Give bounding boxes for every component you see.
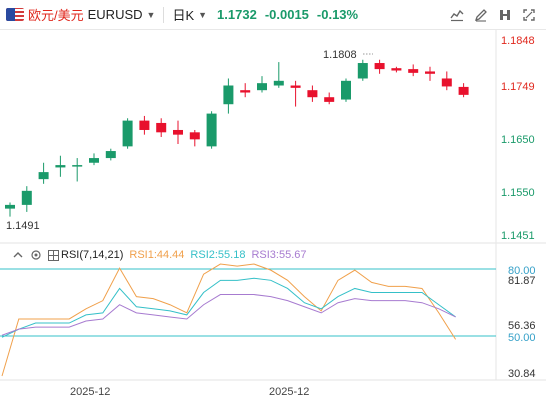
candle-body[interactable]	[189, 132, 200, 140]
candle-body[interactable]	[257, 83, 267, 91]
candle-body[interactable]	[55, 165, 66, 168]
eu-us-flag-icon	[6, 8, 24, 21]
rsi1-value: RSI1:44.44	[129, 249, 185, 261]
candle-body[interactable]	[21, 190, 32, 205]
candle-body[interactable]	[374, 63, 385, 70]
price-change: -0.0015	[264, 7, 309, 22]
rsi2-value: RSI2:55.18	[190, 249, 246, 261]
indicator-grid-icon[interactable]	[48, 249, 59, 261]
pair-chinese-name[interactable]: 欧元/美元	[28, 8, 84, 23]
rsi3-line	[1, 294, 456, 336]
rsi3-value: RSI3:55.67	[251, 249, 307, 261]
low-price-annotation: 1.1491	[6, 220, 40, 232]
candle-body[interactable]	[5, 204, 15, 209]
candle-body[interactable]	[341, 80, 351, 100]
candle-body[interactable]	[441, 78, 452, 87]
fullscreen-icon[interactable]	[520, 6, 538, 24]
price-tick-label: 1.1550	[501, 187, 535, 199]
pair-code[interactable]: EURUSD	[87, 7, 143, 22]
toolbar	[448, 6, 538, 24]
chart-header: 欧元/美元 EURUSD ▼ 日K ▼ 1.1732 -0.0015 -0.13…	[0, 0, 546, 30]
candle-body[interactable]	[173, 129, 183, 135]
candle-body[interactable]	[139, 120, 150, 130]
candlestick-icon[interactable]	[448, 6, 466, 24]
rsi2-line	[1, 277, 456, 338]
rsi-tick-label: 80.00	[508, 265, 536, 277]
rsi1-line	[1, 263, 457, 377]
candle-body[interactable]	[307, 90, 318, 98]
rsi-tick-label: 56.36	[508, 320, 536, 332]
candle-body[interactable]	[408, 69, 419, 73]
candle-body[interactable]	[38, 172, 49, 180]
candle-body[interactable]	[223, 85, 234, 105]
rsi-title[interactable]: RSI(7,14,21)	[61, 249, 124, 261]
candle-body[interactable]	[273, 80, 284, 86]
pair-dropdown-chevron-icon[interactable]: ▼	[146, 9, 156, 20]
candle-body[interactable]	[72, 165, 83, 167]
rsi-legend: RSI(7,14,21) RSI1:44.44 RSI2:55.18 RSI3:…	[12, 249, 307, 261]
price-tick-label: 1.1848	[501, 35, 535, 47]
pencil-icon[interactable]	[472, 6, 490, 24]
candle-body[interactable]	[458, 86, 469, 95]
price-tick-label: 1.1451	[501, 230, 535, 242]
x-axis-date-label: 2025-12	[269, 386, 309, 398]
rsi-series	[1, 263, 457, 377]
divider	[163, 6, 165, 23]
candle-body[interactable]	[105, 151, 116, 159]
candlestick-series	[5, 59, 469, 217]
settings-icon[interactable]	[496, 6, 514, 24]
price-tick-label: 1.1749	[501, 81, 535, 93]
collapse-chevron-icon[interactable]	[12, 249, 24, 261]
indicator-settings-icon[interactable]	[30, 249, 42, 261]
period-dropdown-chevron-icon[interactable]: ▼	[198, 9, 208, 20]
period-selector[interactable]: 日K	[172, 8, 195, 23]
candle-body[interactable]	[206, 113, 217, 147]
price-tick-label: 1.1650	[501, 134, 535, 146]
candle-body[interactable]	[89, 158, 99, 163]
high-price-annotation: 1.1808	[323, 49, 357, 61]
candle-body[interactable]	[425, 71, 435, 74]
candle-body[interactable]	[324, 97, 335, 102]
price-change-percent: -0.13%	[316, 7, 359, 22]
rsi-tick-label: 30.84	[508, 368, 536, 380]
candle-body[interactable]	[391, 68, 402, 71]
candle-body[interactable]	[156, 122, 167, 133]
rsi-tick-label: 81.87	[508, 275, 536, 287]
candle-body[interactable]	[290, 85, 301, 88]
last-price: 1.1732	[217, 7, 257, 22]
x-axis-date-label: 2025-12	[70, 386, 110, 398]
rsi-tick-label: 50.00	[508, 332, 536, 344]
candle-body[interactable]	[122, 120, 133, 147]
candle-body[interactable]	[240, 90, 251, 93]
candle-body[interactable]	[357, 63, 368, 79]
